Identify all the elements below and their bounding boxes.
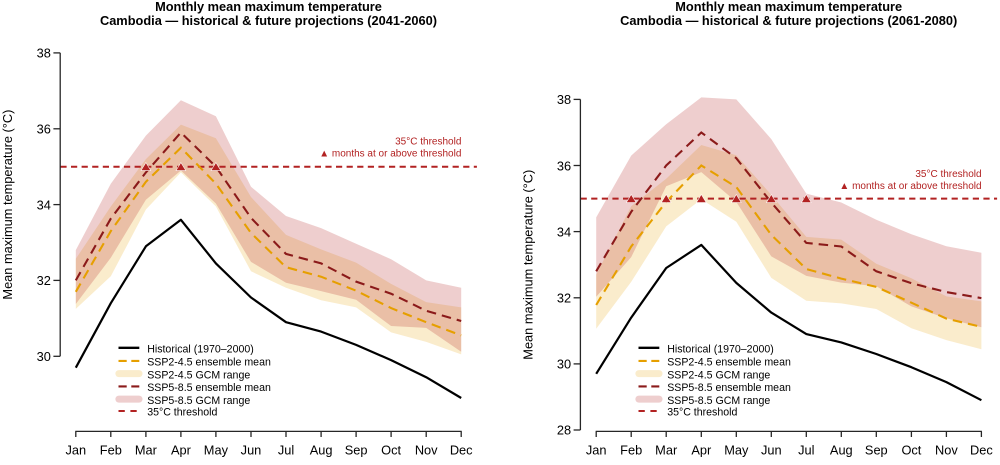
svg-text:SSP2-4.5 GCM range: SSP2-4.5 GCM range <box>147 369 250 381</box>
svg-text:SSP5-8.5 GCM range: SSP5-8.5 GCM range <box>667 395 770 407</box>
svg-text:36: 36 <box>557 158 571 173</box>
svg-text:Sep: Sep <box>345 442 368 457</box>
svg-text:38: 38 <box>557 92 571 107</box>
svg-text:Dec: Dec <box>970 442 993 457</box>
svg-text:35°C threshold: 35°C threshold <box>147 407 217 419</box>
svg-text:Cambodia — historical & future: Cambodia — historical & future projectio… <box>620 13 957 28</box>
svg-text:SSP2-4.5 ensemble mean: SSP2-4.5 ensemble mean <box>667 357 791 369</box>
svg-text:36: 36 <box>37 122 51 137</box>
svg-text:35°C threshold: 35°C threshold <box>667 407 737 419</box>
svg-text:SSP5-8.5 GCM range: SSP5-8.5 GCM range <box>147 395 250 407</box>
svg-text:Aug: Aug <box>310 442 333 457</box>
svg-text:Dec: Dec <box>450 442 473 457</box>
svg-text:Cambodia — historical & future: Cambodia — historical & future projectio… <box>100 13 437 28</box>
svg-text:Mar: Mar <box>655 442 678 457</box>
svg-text:Nov: Nov <box>415 442 438 457</box>
svg-text:38: 38 <box>37 46 51 61</box>
svg-text:Historical (1970–2000): Historical (1970–2000) <box>147 344 254 356</box>
svg-text:Sep: Sep <box>865 442 888 457</box>
svg-text:SSP2-4.5 GCM range: SSP2-4.5 GCM range <box>667 369 770 381</box>
svg-text:▲ months at or above threshold: ▲ months at or above threshold <box>839 181 981 192</box>
svg-text:32: 32 <box>37 273 51 288</box>
svg-text:Jun: Jun <box>761 442 782 457</box>
svg-text:Monthly mean maximum temperatu: Monthly mean maximum temperature <box>155 0 382 14</box>
svg-text:Apr: Apr <box>171 442 192 457</box>
svg-text:Jul: Jul <box>798 442 814 457</box>
svg-text:Jan: Jan <box>586 442 607 457</box>
svg-text:35°C threshold: 35°C threshold <box>395 137 461 148</box>
svg-text:Mean maximum temperature (°C): Mean maximum temperature (°C) <box>520 170 535 360</box>
svg-text:30: 30 <box>37 349 51 364</box>
svg-text:May: May <box>204 442 229 457</box>
svg-text:34: 34 <box>557 224 571 239</box>
svg-text:Oct: Oct <box>901 442 921 457</box>
svg-text:SSP5-8.5 ensemble mean: SSP5-8.5 ensemble mean <box>147 382 271 394</box>
svg-text:30: 30 <box>557 357 571 372</box>
svg-text:Feb: Feb <box>100 442 122 457</box>
svg-text:Oct: Oct <box>381 442 401 457</box>
svg-text:SSP2-4.5 ensemble mean: SSP2-4.5 ensemble mean <box>147 357 271 369</box>
svg-text:Aug: Aug <box>830 442 853 457</box>
svg-text:Jun: Jun <box>241 442 262 457</box>
svg-text:Jan: Jan <box>65 442 86 457</box>
svg-text:May: May <box>724 442 749 457</box>
svg-text:Feb: Feb <box>620 442 642 457</box>
svg-text:34: 34 <box>37 197 51 212</box>
svg-text:Historical (1970–2000): Historical (1970–2000) <box>667 344 774 356</box>
svg-text:Apr: Apr <box>691 442 712 457</box>
svg-text:Nov: Nov <box>935 442 958 457</box>
svg-text:Monthly mean maximum temperatu: Monthly mean maximum temperature <box>675 0 902 14</box>
svg-text:35°C threshold: 35°C threshold <box>915 169 981 180</box>
svg-text:32: 32 <box>557 291 571 306</box>
svg-text:Mean maximum temperature (°C): Mean maximum temperature (°C) <box>0 110 15 300</box>
svg-text:Jul: Jul <box>278 442 294 457</box>
svg-text:SSP5-8.5 ensemble mean: SSP5-8.5 ensemble mean <box>667 382 791 394</box>
svg-text:▲ months at or above threshold: ▲ months at or above threshold <box>319 148 461 159</box>
svg-text:28: 28 <box>557 423 571 438</box>
svg-text:Mar: Mar <box>135 442 158 457</box>
